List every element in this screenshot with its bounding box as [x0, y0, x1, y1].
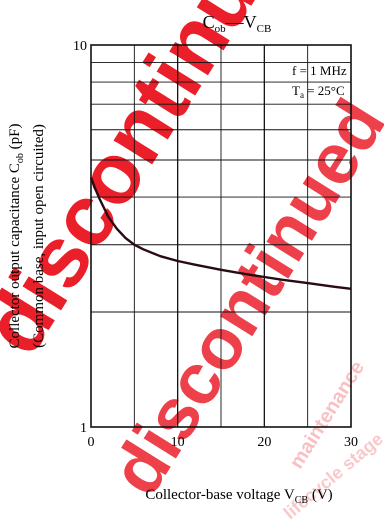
annotation-frequency: f = 1 MHz [292, 63, 347, 78]
plot-frame [90, 44, 352, 428]
y-axis-label: Collector output capacitance Cob (pF) [7, 124, 26, 349]
x-tick-label: 10 [171, 435, 185, 450]
x-tick-label: 0 [88, 435, 95, 450]
text-layer: Cob—VCB 0 10 20 30 1 10 f = 1 MHz Ta = 25°C Colle… [7, 12, 358, 506]
x-tick-label: 20 [257, 435, 271, 450]
y-tick-label: 1 [80, 421, 87, 436]
watermark-text: lifecycle stage [280, 429, 384, 523]
y-tick-label: 10 [73, 39, 87, 54]
frame-layer [90, 44, 352, 428]
x-axis-label: Collector-base voltage VCB (V) [145, 487, 332, 506]
cob-curve [89, 177, 352, 290]
grid-layer [91, 45, 351, 427]
chart-title: Cob—VCB [203, 12, 272, 35]
annotation-temperature: Ta = 25°C [292, 83, 345, 100]
y-axis-label-secondary: (Common base, input open circuited) [31, 124, 47, 348]
x-tick-label: 30 [344, 435, 358, 450]
series-layer [89, 177, 352, 290]
